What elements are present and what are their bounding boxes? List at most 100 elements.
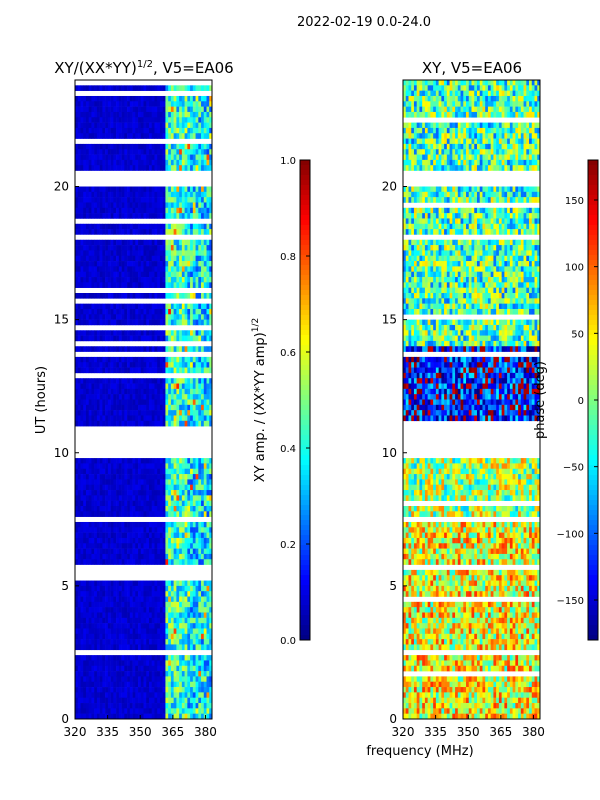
figure-suptitle: 2022-02-19 0.0-24.0 xyxy=(297,15,431,30)
heat-cell xyxy=(107,468,111,475)
heat-cell xyxy=(154,159,158,166)
heat-cell xyxy=(146,223,150,230)
heat-cell xyxy=(184,692,188,698)
heat-cell xyxy=(206,601,210,608)
heat-cell xyxy=(209,223,213,230)
heat-cell xyxy=(176,484,180,491)
heat-cell xyxy=(80,239,84,246)
heat-cell xyxy=(140,506,144,512)
heat-cell xyxy=(170,543,174,549)
heat-cell xyxy=(88,394,92,400)
heat-cell xyxy=(102,687,106,693)
heat-cell xyxy=(132,330,136,336)
heat-cell xyxy=(80,617,84,624)
heat-cell xyxy=(96,277,100,283)
heat-cell xyxy=(148,692,153,698)
heat-cell xyxy=(91,655,95,661)
heat-cell xyxy=(187,277,191,283)
heat-cell xyxy=(127,463,131,470)
heat-cell xyxy=(190,159,194,166)
heat-cell xyxy=(184,271,188,278)
heat-cell xyxy=(85,378,89,384)
heat-cell xyxy=(124,676,128,683)
heat-cell xyxy=(140,692,144,698)
heat-cell xyxy=(206,330,210,336)
heat-cell xyxy=(118,202,122,209)
heat-cell xyxy=(88,362,92,368)
heat-cell xyxy=(201,463,205,470)
heat-cell xyxy=(75,644,79,651)
heat-cell xyxy=(146,159,150,166)
heat-cell xyxy=(187,101,191,107)
heat-cell xyxy=(88,639,92,645)
heat-cell xyxy=(124,591,128,597)
heat-cell xyxy=(162,585,166,592)
heat-cell xyxy=(148,308,153,315)
heat-cell xyxy=(184,506,188,512)
heat-cell xyxy=(192,479,196,485)
heat-cell xyxy=(132,697,136,704)
heat-cell xyxy=(129,293,133,299)
heat-cell xyxy=(124,671,128,677)
heat-cell xyxy=(85,122,89,129)
heat-cell xyxy=(102,197,106,203)
heat-cell xyxy=(411,90,415,97)
heat-cell xyxy=(110,319,114,326)
heat-cell xyxy=(138,266,142,272)
heat-cell xyxy=(83,143,87,150)
heat-cell xyxy=(148,85,153,91)
colorbar-segment xyxy=(300,380,310,386)
heat-cell xyxy=(203,660,207,667)
heat-cell xyxy=(206,394,210,400)
heat-cell xyxy=(88,548,92,555)
colorbar-segment xyxy=(300,355,310,361)
heat-cell xyxy=(116,548,120,555)
heat-cell xyxy=(146,617,150,624)
heat-cell xyxy=(124,420,128,427)
colorbar-segment xyxy=(300,395,310,401)
heat-cell xyxy=(99,207,103,214)
heat-cell xyxy=(157,458,161,464)
heat-cell xyxy=(159,207,163,214)
heat-cell xyxy=(83,633,87,640)
heat-cell xyxy=(154,495,158,501)
heat-cell xyxy=(159,500,163,507)
heat-cell xyxy=(99,420,103,427)
heat-cell xyxy=(487,80,491,86)
heat-cell xyxy=(181,101,185,107)
heat-cell xyxy=(94,95,98,102)
heat-cell xyxy=(157,601,161,608)
heat-cell xyxy=(135,559,139,565)
heat-cell xyxy=(143,692,147,698)
heat-cell xyxy=(102,117,106,123)
heat-cell xyxy=(140,607,144,613)
heat-cell xyxy=(162,159,166,166)
heat-cell xyxy=(201,143,205,150)
heat-cell xyxy=(102,383,106,390)
heat-cell xyxy=(168,111,172,118)
heat-cell xyxy=(124,101,128,107)
heat-cell xyxy=(198,591,202,597)
heat-cell xyxy=(159,127,163,134)
heat-cell xyxy=(129,681,133,688)
heat-cell xyxy=(173,410,177,416)
heat-cell xyxy=(165,410,169,416)
heat-cell xyxy=(91,346,95,352)
heat-cell xyxy=(176,703,180,709)
heat-cell xyxy=(94,532,98,539)
heat-cell xyxy=(190,527,194,533)
heat-cell xyxy=(176,644,180,651)
heat-cell xyxy=(190,271,194,278)
heat-cell xyxy=(203,495,207,501)
heat-cell xyxy=(184,245,188,251)
heat-cell xyxy=(88,202,92,209)
heat-cell xyxy=(116,644,120,651)
heat-cell xyxy=(187,245,191,251)
heat-cell xyxy=(148,165,153,171)
heat-cell xyxy=(165,106,169,113)
heat-cell xyxy=(83,293,87,299)
heat-cell xyxy=(113,165,117,171)
heat-cell xyxy=(132,213,136,219)
heat-cell xyxy=(91,628,95,635)
heat-cell xyxy=(113,314,117,320)
